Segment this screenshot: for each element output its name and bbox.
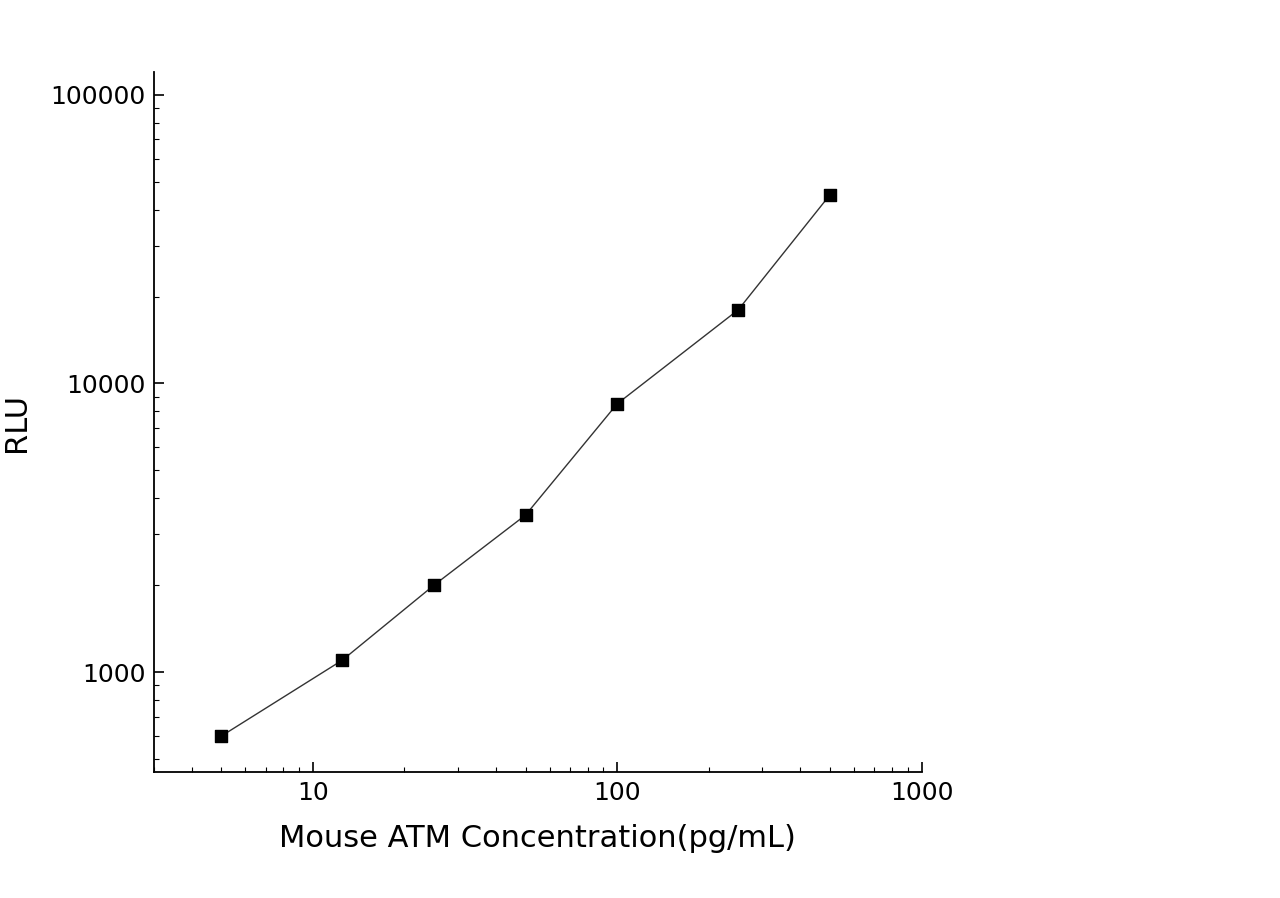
Point <box>819 188 840 202</box>
Point <box>332 653 352 667</box>
Point <box>607 397 627 411</box>
Point <box>728 303 749 317</box>
Point <box>516 508 536 523</box>
X-axis label: Mouse ATM Concentration(pg/mL): Mouse ATM Concentration(pg/mL) <box>279 824 796 853</box>
Y-axis label: RLU: RLU <box>1 392 31 452</box>
Point <box>211 729 232 744</box>
Point <box>424 578 444 593</box>
